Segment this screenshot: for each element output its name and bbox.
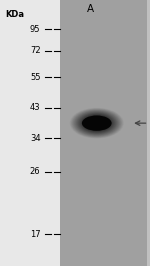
Ellipse shape <box>88 118 105 128</box>
Ellipse shape <box>83 115 111 131</box>
Text: 17: 17 <box>30 230 40 239</box>
Ellipse shape <box>74 110 120 136</box>
Ellipse shape <box>72 109 122 137</box>
Ellipse shape <box>84 116 110 131</box>
Ellipse shape <box>82 115 112 132</box>
Ellipse shape <box>75 111 119 136</box>
Ellipse shape <box>81 114 112 132</box>
Text: 95: 95 <box>30 25 40 34</box>
Ellipse shape <box>70 108 123 138</box>
Ellipse shape <box>80 114 114 133</box>
Ellipse shape <box>73 110 121 137</box>
Ellipse shape <box>89 119 105 128</box>
Ellipse shape <box>82 115 112 131</box>
Ellipse shape <box>77 112 117 135</box>
Text: 55: 55 <box>30 73 40 82</box>
Ellipse shape <box>76 111 117 135</box>
Text: 43: 43 <box>30 103 40 112</box>
Ellipse shape <box>79 113 115 134</box>
Ellipse shape <box>70 108 124 138</box>
Text: 34: 34 <box>30 134 40 143</box>
Ellipse shape <box>87 118 107 129</box>
Ellipse shape <box>85 117 108 130</box>
Ellipse shape <box>86 117 107 129</box>
Ellipse shape <box>87 118 106 128</box>
Ellipse shape <box>84 116 109 130</box>
Ellipse shape <box>80 114 113 132</box>
Text: 72: 72 <box>30 46 40 55</box>
Ellipse shape <box>71 109 123 138</box>
Text: KDa: KDa <box>6 10 24 19</box>
Bar <box>60 0 147 266</box>
Ellipse shape <box>75 111 118 135</box>
Ellipse shape <box>74 110 119 136</box>
Ellipse shape <box>79 113 114 133</box>
Ellipse shape <box>82 115 111 131</box>
Ellipse shape <box>85 117 109 130</box>
Text: A: A <box>86 4 94 14</box>
Ellipse shape <box>77 112 116 134</box>
Bar <box>0 0 60 266</box>
Ellipse shape <box>78 113 116 134</box>
Text: 26: 26 <box>30 167 40 176</box>
Ellipse shape <box>72 109 121 137</box>
